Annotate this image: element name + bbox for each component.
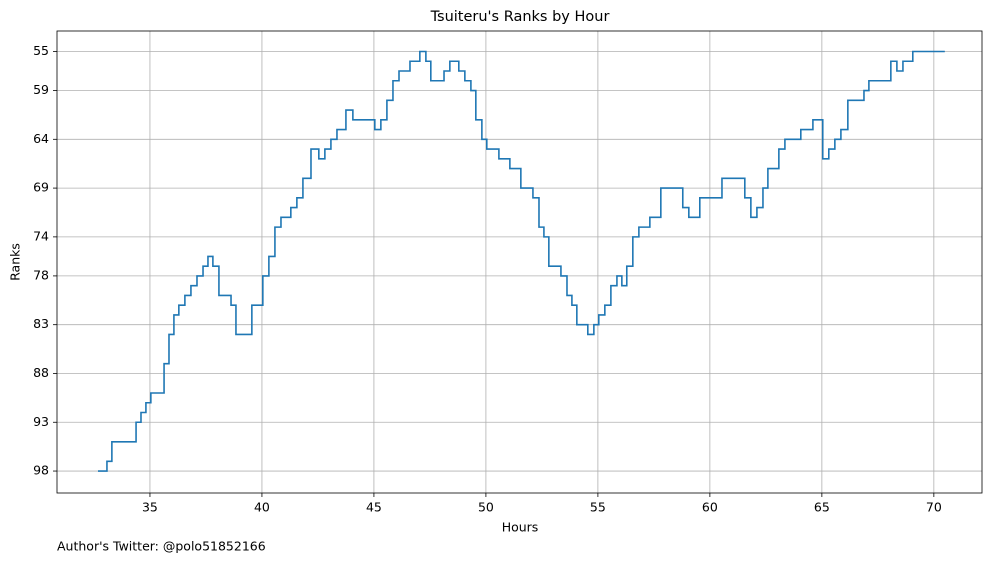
y-axis-label: Ranks — [8, 243, 23, 281]
x-tick-label: 35 — [142, 500, 158, 515]
rank-line — [97, 50, 945, 472]
x-axis-label: Hours — [502, 520, 539, 535]
y-tick-label: 78 — [33, 267, 49, 282]
y-tick-label: 55 — [33, 43, 49, 58]
footnote: Author's Twitter: @polo51852166 — [57, 539, 266, 554]
y-tick-label: 93 — [33, 414, 49, 429]
plot-frame — [56, 30, 983, 494]
chart-title: Tsuiteru's Ranks by Hour — [430, 9, 610, 25]
y-tick-label: 69 — [33, 180, 49, 195]
x-tick-label: 55 — [590, 500, 606, 515]
x-tick-label: 70 — [926, 500, 942, 515]
y-tick-label: 88 — [33, 365, 49, 380]
y-tick-label: 98 — [33, 463, 49, 478]
y-tick-label: 64 — [33, 131, 49, 146]
y-tick-label: 74 — [33, 228, 49, 243]
x-tick-label: 60 — [702, 500, 718, 515]
x-tick-label: 65 — [814, 500, 830, 515]
x-tick-label: 45 — [366, 500, 382, 515]
x-tick-label: 40 — [254, 500, 270, 515]
x-tick-label: 50 — [478, 500, 494, 515]
y-tick-label: 59 — [33, 82, 49, 97]
y-tick-label: 83 — [33, 316, 49, 331]
